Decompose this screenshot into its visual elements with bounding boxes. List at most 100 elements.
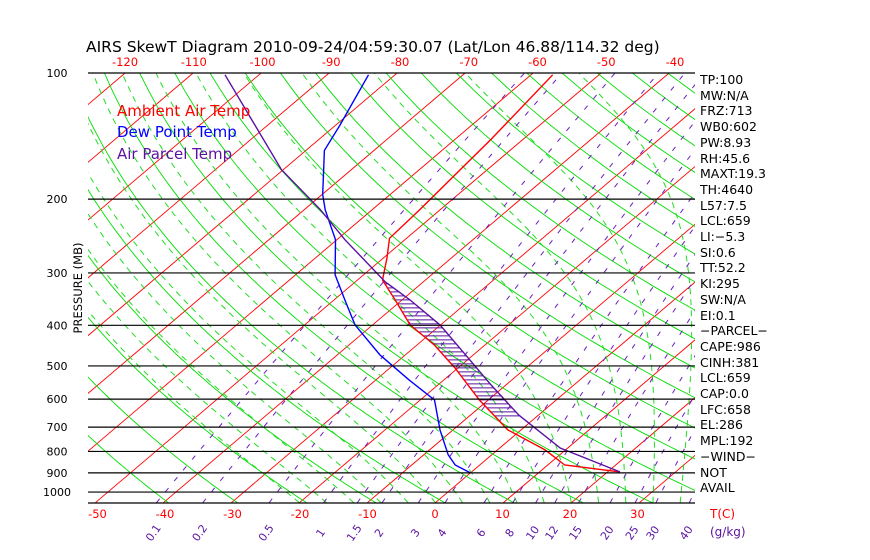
isotherm-line [299,165,695,503]
moist-adiabat-line [301,73,600,503]
stat-item: LI:−5.3 [700,229,746,245]
stat-item: TH:4640 [700,181,754,197]
mixing-ratio-line [268,73,616,503]
mixing-ratio-unit: (g/kg) [710,525,746,539]
isotherm-line [88,73,262,221]
stat-item: CAP:0.0 [700,386,749,402]
bottom-temp-tick-label: -40 [156,507,175,521]
legend-ambient: Ambient Air Temp [117,102,250,120]
mixing-ratio-line [156,73,525,503]
moist-adiabat-line [88,122,436,503]
isotherm-line [88,73,194,163]
stat-item: MPL:192 [700,433,754,449]
top-temp-tick-label: -100 [249,55,275,69]
mixing-ratio-tick-label: 20 [598,524,617,543]
dry-adiabat-line [456,73,695,255]
stat-item: TP:100 [700,72,744,87]
mixing-ratio-tick-label: 0.1 [143,522,164,544]
isotherm-line [95,73,602,503]
bottom-temp-tick-label: -20 [291,507,310,521]
stat-item: SW:N/A [700,291,746,307]
stat-item: NOT [700,464,727,480]
stat-item: LCL:659 [700,370,751,386]
mixing-ratio-tick-label: 30 [644,524,663,543]
mixing-ratio-line [554,277,695,503]
bottom-temp-tick-label: 20 [563,507,578,521]
top-temp-tick-label: -110 [181,55,207,69]
stat-item: WB0:602 [700,119,757,135]
top-temp-tick-label: -80 [391,55,410,69]
top-temp-tick-label: -90 [322,55,341,69]
top-temp-tick-label: -40 [666,55,685,69]
isotherm-line [775,73,870,503]
stat-item: EI:0.1 [700,307,736,323]
mixing-ratio-tick-label: 25 [623,524,642,543]
pressure-tick-label: 100 [47,67,68,80]
stat-item: PW:8.93 [700,134,752,150]
stat-item: LCL:659 [700,213,751,229]
dry-adiabat-line [209,73,695,460]
dry-adiabat-line [280,73,695,399]
isotherm-line [163,73,670,503]
bottom-temp-tick-label: -50 [88,507,107,521]
mixing-ratio-tick-label: 3 [408,526,423,539]
stats-panel: TP:100 MW:N/A FRZ:713 WB0:602 PW:8.93 RH:45.6… [700,72,768,496]
bottom-temp-tick-label: 10 [495,507,510,521]
isotherm-line [503,339,695,503]
bottom-temp-tick-label: -30 [223,507,242,521]
mixing-ratio-tick-label: 1.5 [344,522,365,544]
mixing-ratio-tick-label: 4 [435,526,450,539]
stat-item: −PARCEL− [700,323,768,339]
dry-adiabat-line [244,73,695,429]
stat-item: FRZ:713 [700,103,753,119]
mixing-ratio-line [444,148,695,503]
mixing-ratio-line [609,354,695,503]
stat-item: SI:0.6 [700,244,736,260]
isotherm-line [367,223,695,503]
pressure-tick-label: 1000 [43,486,71,499]
pressure-tick-label: 900 [47,467,68,480]
stat-item: EL:286 [700,417,743,433]
top-temp-tick-label: -60 [528,55,547,69]
dry-adiabat-line [385,73,695,311]
dewpoint-line [321,74,471,474]
parcel-temp-line [224,74,621,473]
moist-adiabat-line [373,73,627,503]
stat-item: LFC:658 [700,401,751,417]
moist-adiabat-line [578,73,693,503]
stat-item: L57:7.5 [700,197,747,213]
dry-adiabat-line [667,73,695,94]
mixing-ratio-line [202,73,563,503]
mixing-ratio-tick-label: 8 [503,526,518,539]
top-temp-tick-label: -50 [597,55,616,69]
pressure-lines [88,72,695,504]
pressure-tick-label: 700 [47,421,68,434]
pressure-tick-label: 600 [47,393,68,406]
mixing-ratio-tick-label: 0.2 [190,522,211,544]
stat-item: CINH:381 [700,354,760,370]
bottom-temp-tick-label: 30 [630,507,645,521]
y-axis-label: PRESSURE (MB) [71,243,85,334]
dry-adiabat-line [808,73,870,503]
mixing-ratio-tick-label: 40 [677,524,696,543]
mixing-ratio-line [483,191,695,503]
pressure-tick-label: 200 [47,193,68,206]
isotherm-line [88,73,126,106]
pressure-tick-label: 400 [47,319,68,332]
profiles [224,74,621,474]
mixing-ratio-line [578,309,695,503]
mixing-ratio-tick-label: 10 [523,524,542,543]
pressure-tick-label: 300 [47,267,68,280]
bottom-temp-tick-label: 0 [431,507,438,521]
stat-item: −WIND− [700,448,756,464]
stat-item: RH:45.6 [700,150,751,166]
stat-item: CAPE:986 [700,338,761,354]
moist-adiabat-line [88,212,382,503]
stat-item: AVAIL [700,480,735,496]
bottom-temp-tick-label: -10 [358,507,377,521]
legend-parcel: Air Parcel Temp [117,145,232,163]
mixing-ratio-tick-label: 0.5 [256,522,277,544]
isotherm-line [571,397,695,503]
dry-adiabat-line [420,73,695,283]
